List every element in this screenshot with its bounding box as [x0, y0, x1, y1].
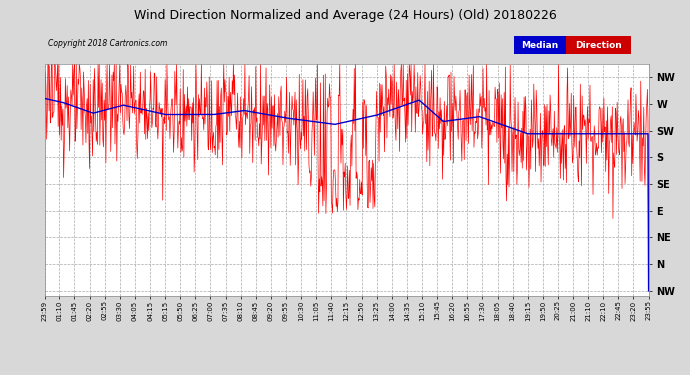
- Text: Direction: Direction: [575, 41, 622, 50]
- Text: Wind Direction Normalized and Average (24 Hours) (Old) 20180226: Wind Direction Normalized and Average (2…: [134, 9, 556, 22]
- Text: Median: Median: [522, 41, 558, 50]
- Text: Copyright 2018 Cartronics.com: Copyright 2018 Cartronics.com: [48, 39, 168, 48]
